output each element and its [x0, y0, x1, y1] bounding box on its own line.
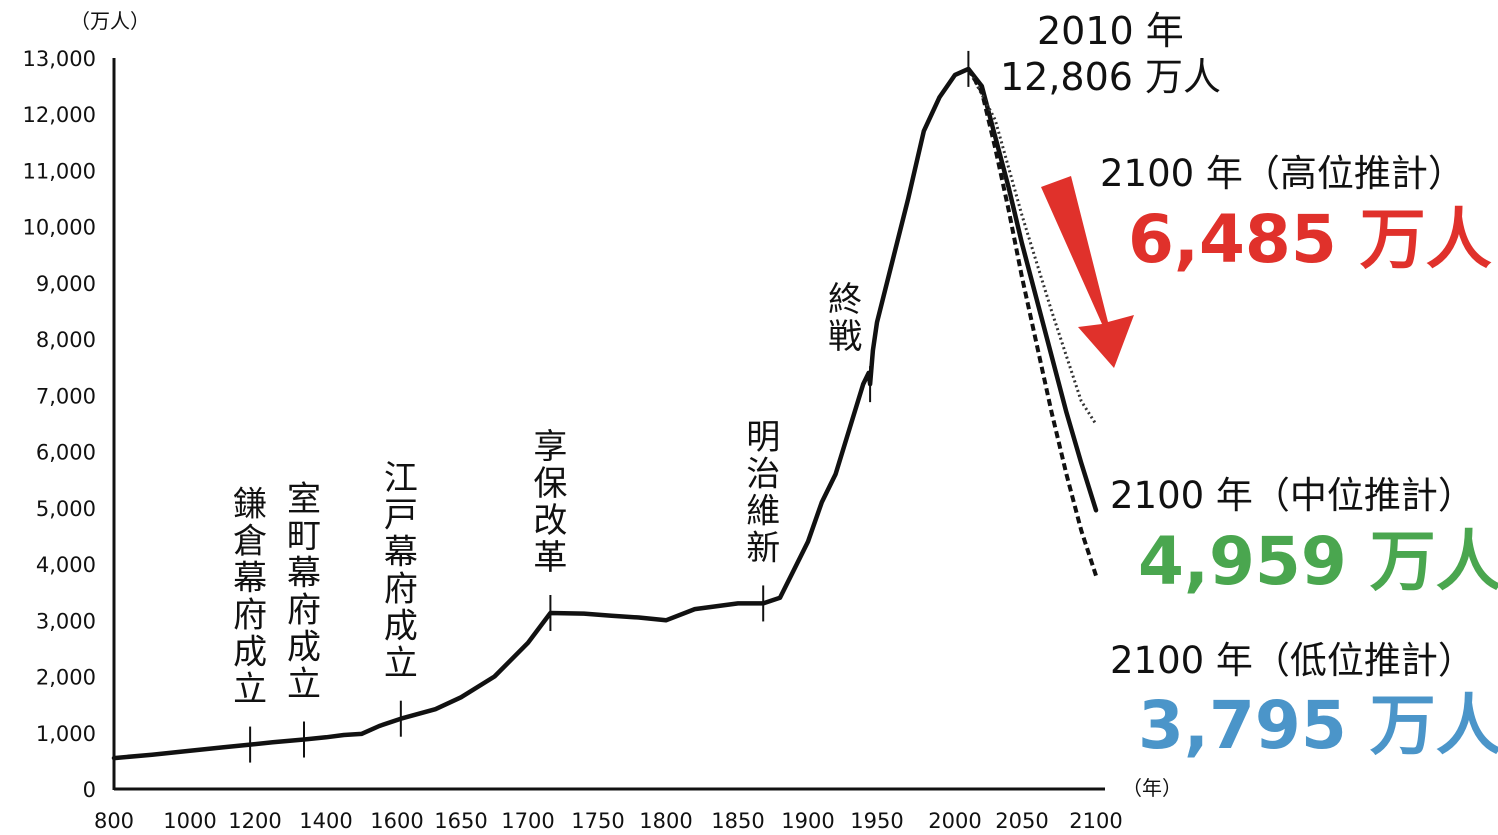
- x-tick-label: 2100: [1069, 809, 1122, 833]
- decline-arrow-icon: [1041, 176, 1134, 368]
- x-tick-label: 1400: [299, 809, 352, 833]
- low-projection-value: 3,795 万人: [1138, 687, 1498, 764]
- mid-projection-label: 2100 年（中位推計）: [1110, 474, 1475, 517]
- x-tick-label: 1200: [228, 809, 281, 833]
- y-unit-label: （万人）: [70, 9, 150, 33]
- peak-year-label: 2010 年: [1037, 9, 1184, 53]
- y-tick-label: 10,000: [23, 216, 96, 240]
- y-tick-label: 2,000: [36, 666, 96, 690]
- x-tick-label: 2050: [995, 809, 1048, 833]
- low-projection-label: 2100 年（低位推計）: [1110, 639, 1475, 682]
- event-label: 室町幕府成立: [287, 480, 321, 705]
- y-tick-label: 6,000: [36, 441, 96, 465]
- high-projection-value: 6,485 万人: [1128, 201, 1492, 278]
- mid-projection-value: 4,959 万人: [1138, 523, 1498, 600]
- y-tick-label: 12,000: [23, 103, 96, 127]
- x-tick-label: 1600: [370, 809, 423, 833]
- x-tick-label: 1000: [163, 809, 216, 833]
- y-tick-label: 5,000: [36, 497, 96, 521]
- x-tick-label: 800: [94, 809, 134, 833]
- x-tick-label: 1750: [571, 809, 624, 833]
- x-tick-label: 1700: [501, 809, 554, 833]
- y-tick-label: 13,000: [23, 47, 96, 71]
- x-ticks: 800 1000 1200 1400 1600 1650 1700 1750 1800 1850 1…: [94, 809, 1123, 833]
- x-unit-label: （年）: [1122, 776, 1182, 800]
- y-ticks: 0 1,000 2,000 3,000 4,000 5,000 6,000 7,000 8,00…: [23, 47, 96, 802]
- high-projection-label: 2100 年（高位推計）: [1100, 152, 1465, 195]
- x-tick-label: 1850: [711, 809, 764, 833]
- event-label: 鎌倉幕府成立: [233, 485, 267, 710]
- event-label: 明治維新: [746, 417, 780, 568]
- event-label: 江戸幕府成立: [384, 459, 418, 684]
- event-label: 終戦: [828, 280, 862, 357]
- y-tick-label: 4,000: [36, 553, 96, 577]
- dotted-series-line: [967, 68, 1098, 426]
- y-tick-label: 3,000: [36, 609, 96, 633]
- y-tick-label: 8,000: [36, 328, 96, 352]
- peak-value-label: 12,806 万人: [1000, 55, 1221, 99]
- y-tick-label: 7,000: [36, 384, 96, 408]
- y-tick-label: 1,000: [36, 722, 96, 746]
- x-tick-label: 2000: [928, 809, 981, 833]
- dashed-series-line: [966, 67, 1098, 577]
- solid-series-line: [111, 66, 1099, 761]
- y-tick-label: 0: [83, 778, 96, 802]
- x-tick-label: 1950: [850, 809, 903, 833]
- y-tick-label: 11,000: [23, 159, 96, 183]
- series-lines: [111, 66, 1099, 761]
- x-tick-label: 1800: [639, 809, 692, 833]
- event-label: 享保改革: [533, 427, 567, 578]
- x-tick-label: 1900: [781, 809, 834, 833]
- x-tick-label: 1650: [434, 809, 487, 833]
- y-tick-label: 9,000: [36, 272, 96, 296]
